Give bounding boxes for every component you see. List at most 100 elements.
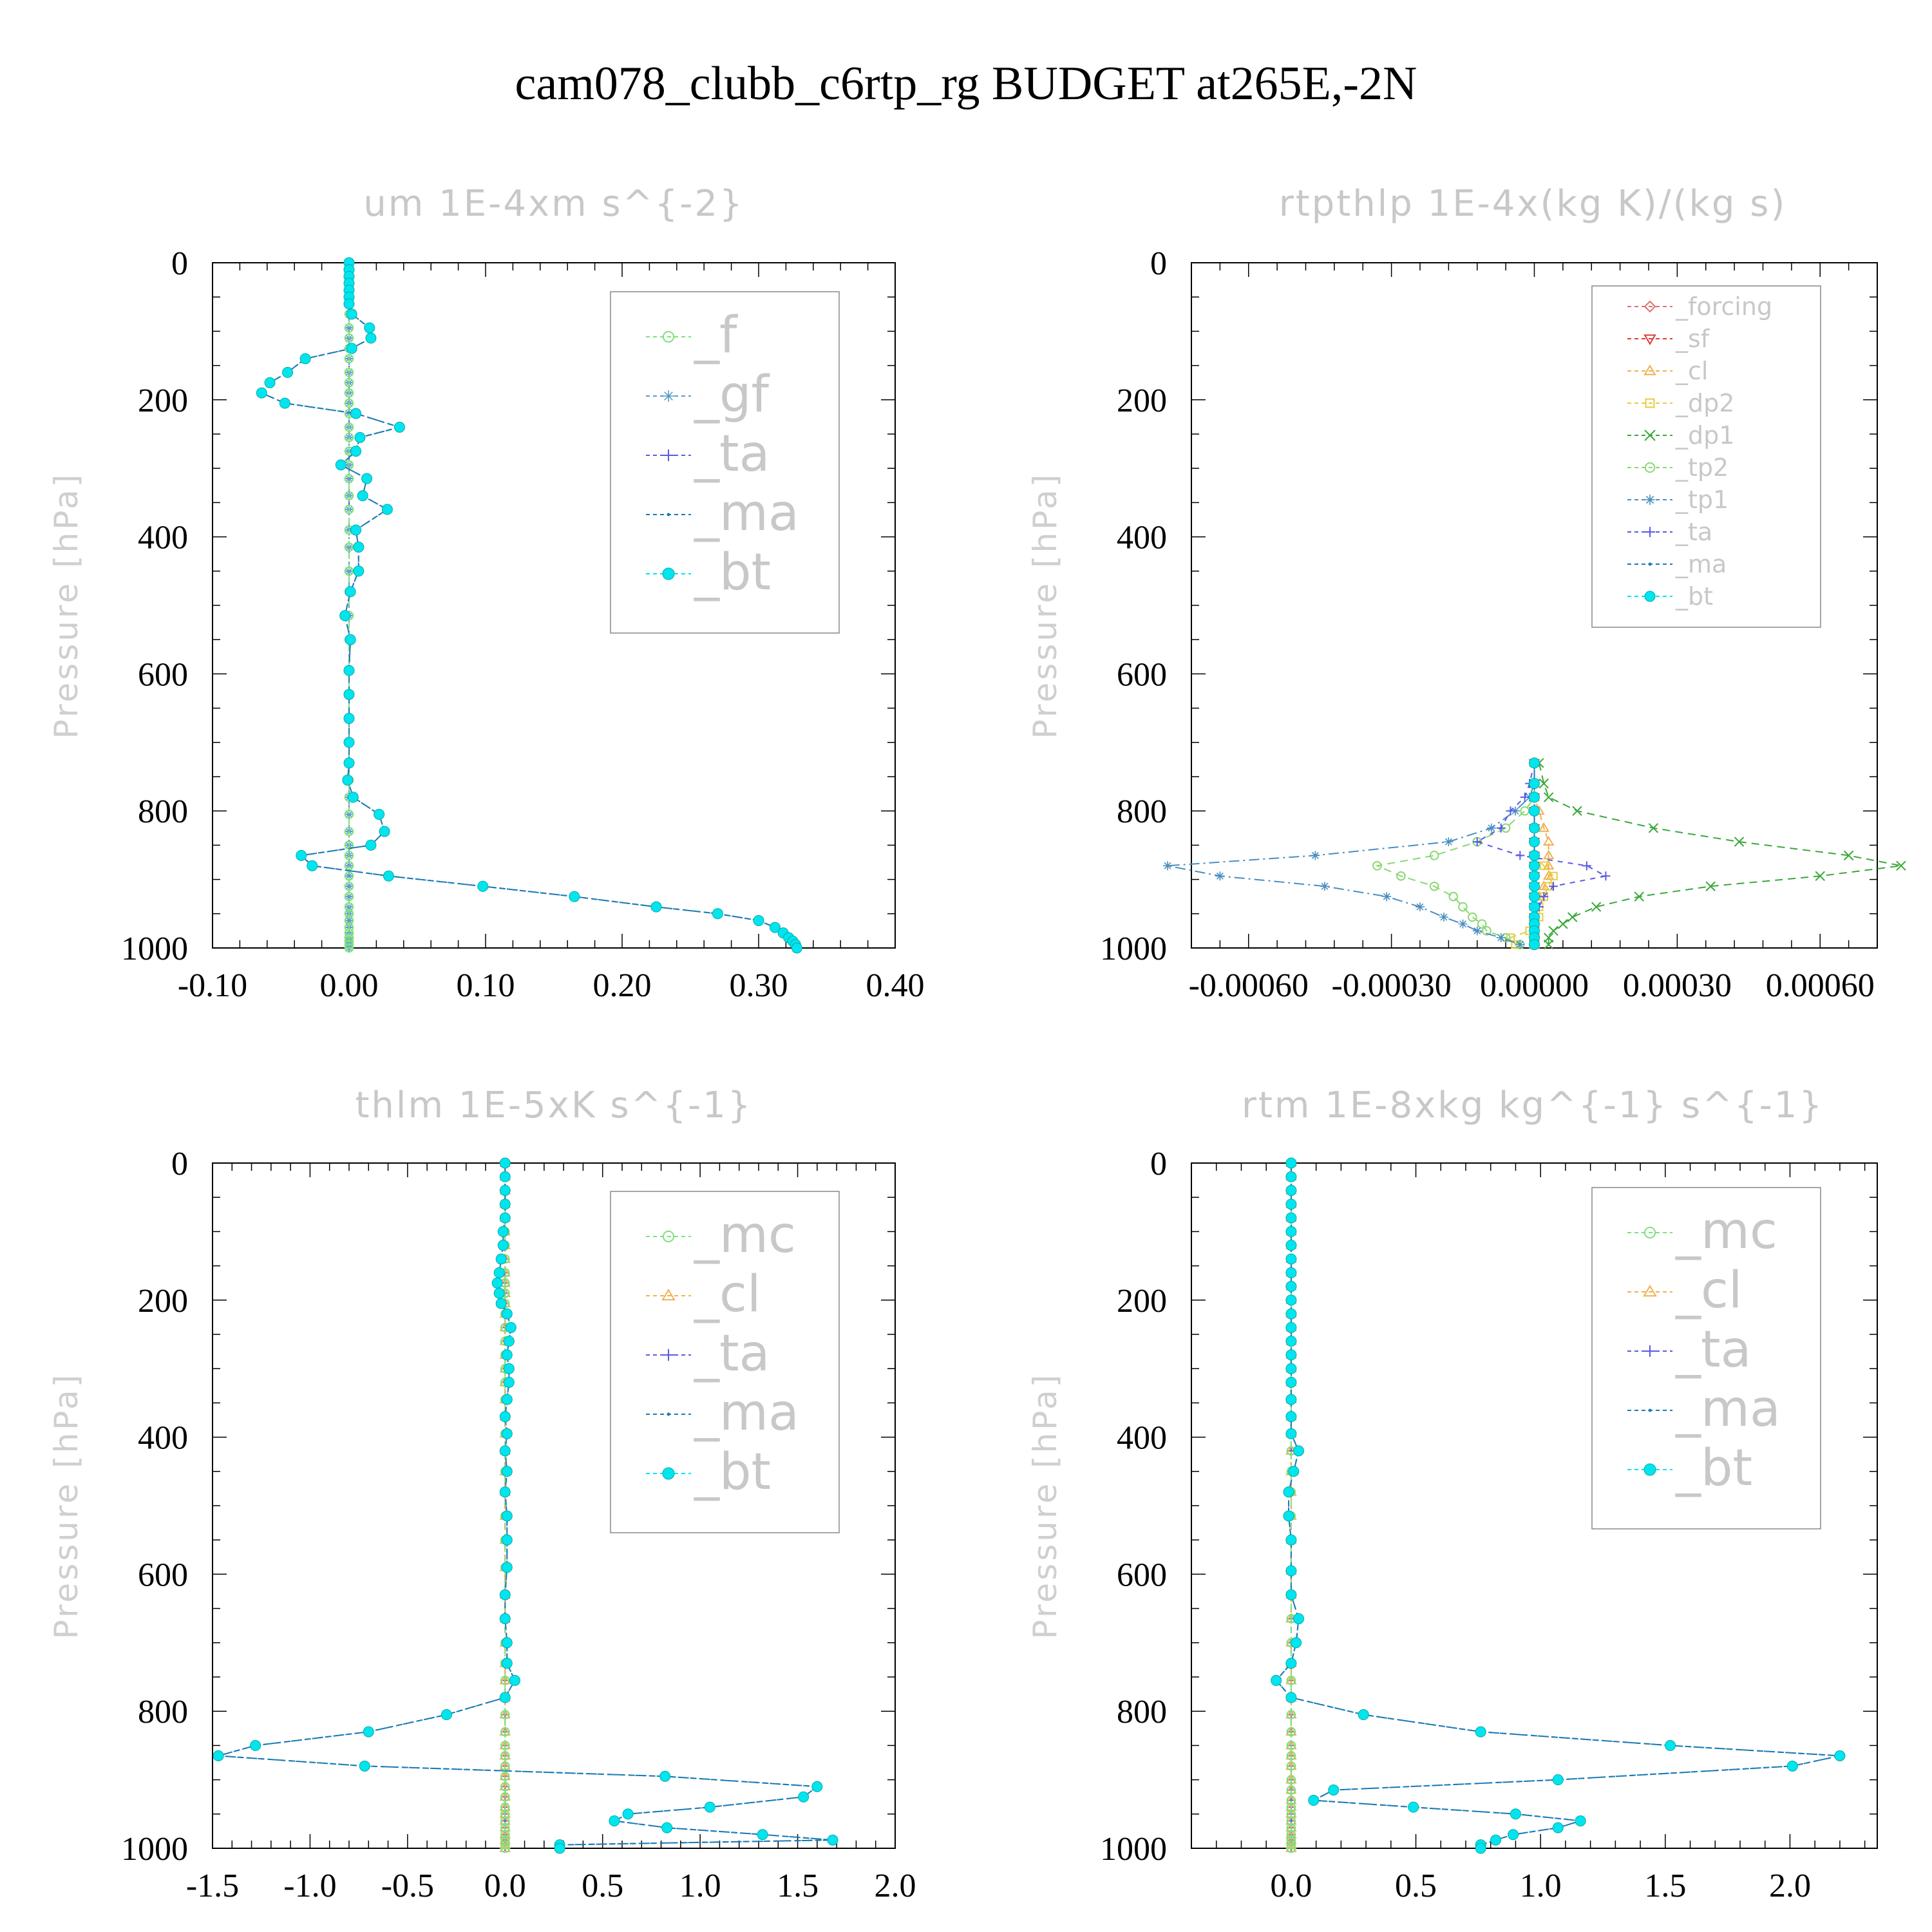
legend-entry-ma: _ma — [1627, 1380, 1781, 1438]
data-point — [500, 1823, 510, 1833]
data-point — [499, 1791, 511, 1801]
data-point — [500, 1741, 510, 1750]
x-tick-label: 1.0 — [679, 1868, 721, 1904]
data-point — [299, 353, 311, 365]
x-tick-label: 2.0 — [1769, 1868, 1811, 1904]
y-tick-label: 0 — [171, 1146, 188, 1182]
data-point — [1468, 912, 1477, 922]
legend-entry-mc: _mc — [646, 1206, 796, 1264]
data-point — [1634, 891, 1644, 902]
data-point — [344, 909, 354, 919]
data-point — [345, 871, 354, 881]
legend-label: _dp1 — [1675, 421, 1734, 450]
data-point — [345, 566, 354, 576]
legend-box — [610, 1191, 840, 1533]
data-point — [1429, 881, 1439, 891]
y-tick-label: 1000 — [121, 931, 188, 967]
data-point — [1283, 1486, 1294, 1498]
legend-label: _cl — [1675, 1262, 1743, 1320]
data-point — [343, 713, 355, 724]
data-point — [344, 940, 354, 949]
data-point — [499, 1674, 511, 1685]
data-point — [1448, 891, 1459, 902]
data-point — [1285, 1253, 1297, 1265]
legend-marker — [663, 390, 674, 402]
data-point — [1834, 1750, 1846, 1761]
data-point — [1382, 892, 1392, 902]
data-point — [1439, 913, 1448, 922]
legend-marker — [1644, 591, 1656, 602]
legend-entry-tp1: _tp1 — [1627, 486, 1728, 514]
data-point — [1543, 939, 1554, 950]
data-point — [1529, 939, 1540, 951]
data-point — [365, 332, 377, 344]
data-point — [1529, 778, 1540, 790]
data-point — [1558, 919, 1568, 929]
data-point — [1786, 1760, 1798, 1772]
data-point — [509, 1674, 520, 1686]
data-point — [501, 1658, 513, 1669]
data-point — [1215, 871, 1225, 881]
data-point — [213, 1750, 224, 1761]
data-point — [363, 1726, 374, 1738]
legend-marker — [1643, 1463, 1656, 1476]
legend-entry-forcing: _forcing — [1627, 292, 1772, 321]
data-point — [500, 1809, 510, 1819]
legend-marker — [663, 1349, 674, 1361]
data-point — [501, 1466, 513, 1477]
data-point — [345, 634, 356, 645]
data-point — [344, 851, 354, 860]
series-line — [1374, 762, 1535, 945]
data-point — [381, 504, 393, 515]
data-point — [1496, 933, 1506, 943]
x-tick-label: 0.5 — [582, 1868, 623, 1904]
data-point — [501, 1510, 513, 1522]
data-point — [365, 839, 377, 851]
data-point — [798, 1791, 810, 1803]
data-point — [345, 916, 354, 925]
legend-entry-ma: _ma — [646, 1384, 799, 1442]
data-point — [1286, 1802, 1296, 1812]
y-axis-label: Pressure [hPa] — [48, 1372, 85, 1640]
data-point — [1472, 837, 1482, 847]
legend-box — [610, 291, 840, 634]
data-point — [383, 870, 394, 882]
panel-title: rtm 1E-8xkg kg^{-1} s^{-1} — [1242, 1084, 1824, 1126]
y-tick-label: 0 — [1150, 245, 1167, 282]
data-point — [493, 1287, 505, 1299]
legend-marker — [662, 1467, 675, 1480]
data-point — [1705, 881, 1716, 891]
data-point — [1552, 1774, 1564, 1786]
data-point — [344, 916, 354, 925]
legend-entry-ta: _ta — [1627, 518, 1712, 546]
data-point — [344, 933, 354, 943]
legend-marker — [662, 330, 675, 343]
data-point — [1293, 1613, 1305, 1625]
x-tick-label: -1.0 — [283, 1868, 336, 1904]
data-point — [344, 566, 354, 576]
legend-label: _dp2 — [1675, 389, 1734, 417]
legend-entry-gf: _gf — [646, 366, 770, 424]
legend: _mc_cl_ta_ma_bt — [1591, 1187, 1821, 1530]
legend-marker — [1644, 462, 1656, 473]
data-point — [659, 1770, 671, 1782]
y-tick-label: 1000 — [1100, 931, 1167, 967]
data-point — [503, 1376, 515, 1388]
data-point — [344, 491, 354, 501]
data-point — [1548, 925, 1558, 936]
legend: _mc_cl_ta_ma_bt — [610, 1191, 840, 1533]
data-point — [344, 354, 354, 364]
data-point — [1285, 1281, 1297, 1293]
data-point — [499, 1277, 511, 1287]
data-point — [379, 826, 390, 837]
legend-label: _gf — [694, 366, 770, 424]
data-point — [500, 1843, 510, 1853]
x-tick-label: 0.40 — [866, 967, 925, 1004]
legend-marker — [1648, 562, 1652, 566]
data-point — [353, 542, 365, 553]
legend-marker — [1645, 495, 1655, 505]
legend-entry-cl: _cl — [646, 1265, 761, 1323]
data-point — [1542, 870, 1555, 880]
